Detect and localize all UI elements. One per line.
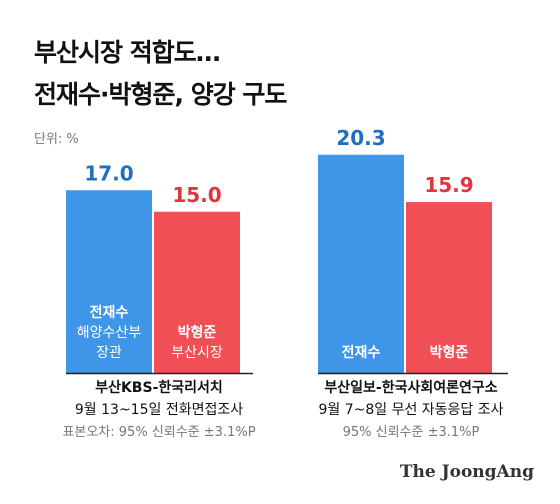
data-label: 15.0 xyxy=(172,183,221,207)
caption-dates: 9월 7~8일 무선 자동응답 조사 xyxy=(318,402,503,418)
bar-label: 전재수 xyxy=(342,344,381,361)
caption-margin: 95% 신뢰수준 ±3.1%P xyxy=(343,425,480,440)
bar-candidate-b xyxy=(154,211,240,373)
bar-label: 장관 xyxy=(96,345,122,361)
data-label: 15.9 xyxy=(424,173,473,197)
bar-label: 부산시장 xyxy=(171,345,223,361)
chart-title: 부산시장 적합도… 전재수·박형준, 양강 구도 xyxy=(34,32,287,116)
bar-candidate-a xyxy=(318,154,404,373)
data-label: 17.0 xyxy=(84,161,133,185)
data-label: 20.3 xyxy=(336,126,385,150)
bar-candidate-b xyxy=(406,202,492,373)
unit-label: 단위: % xyxy=(34,132,79,147)
bar-candidate-a xyxy=(66,190,152,373)
caption-dates: 9월 13~15일 전화면접조사 xyxy=(75,402,243,418)
caption-margin: 표본오차: 95% 신뢰수준 ±3.1%P xyxy=(62,425,255,440)
brand-logo: The JoongAng xyxy=(399,462,534,482)
bar-label: 박형준 xyxy=(430,344,469,361)
bar-label: 전재수 xyxy=(90,304,129,321)
title-line-2: 전재수·박형준, 양강 구도 xyxy=(34,80,287,109)
bar-label: 해양수산부 xyxy=(77,325,142,341)
caption-source: 부산KBS-한국리서치 xyxy=(95,379,223,396)
title-line-1: 부산시장 적합도… xyxy=(34,38,221,67)
caption-source: 부산일보-한국사회여론연구소 xyxy=(324,379,497,396)
bar-label: 박형준 xyxy=(178,324,217,341)
